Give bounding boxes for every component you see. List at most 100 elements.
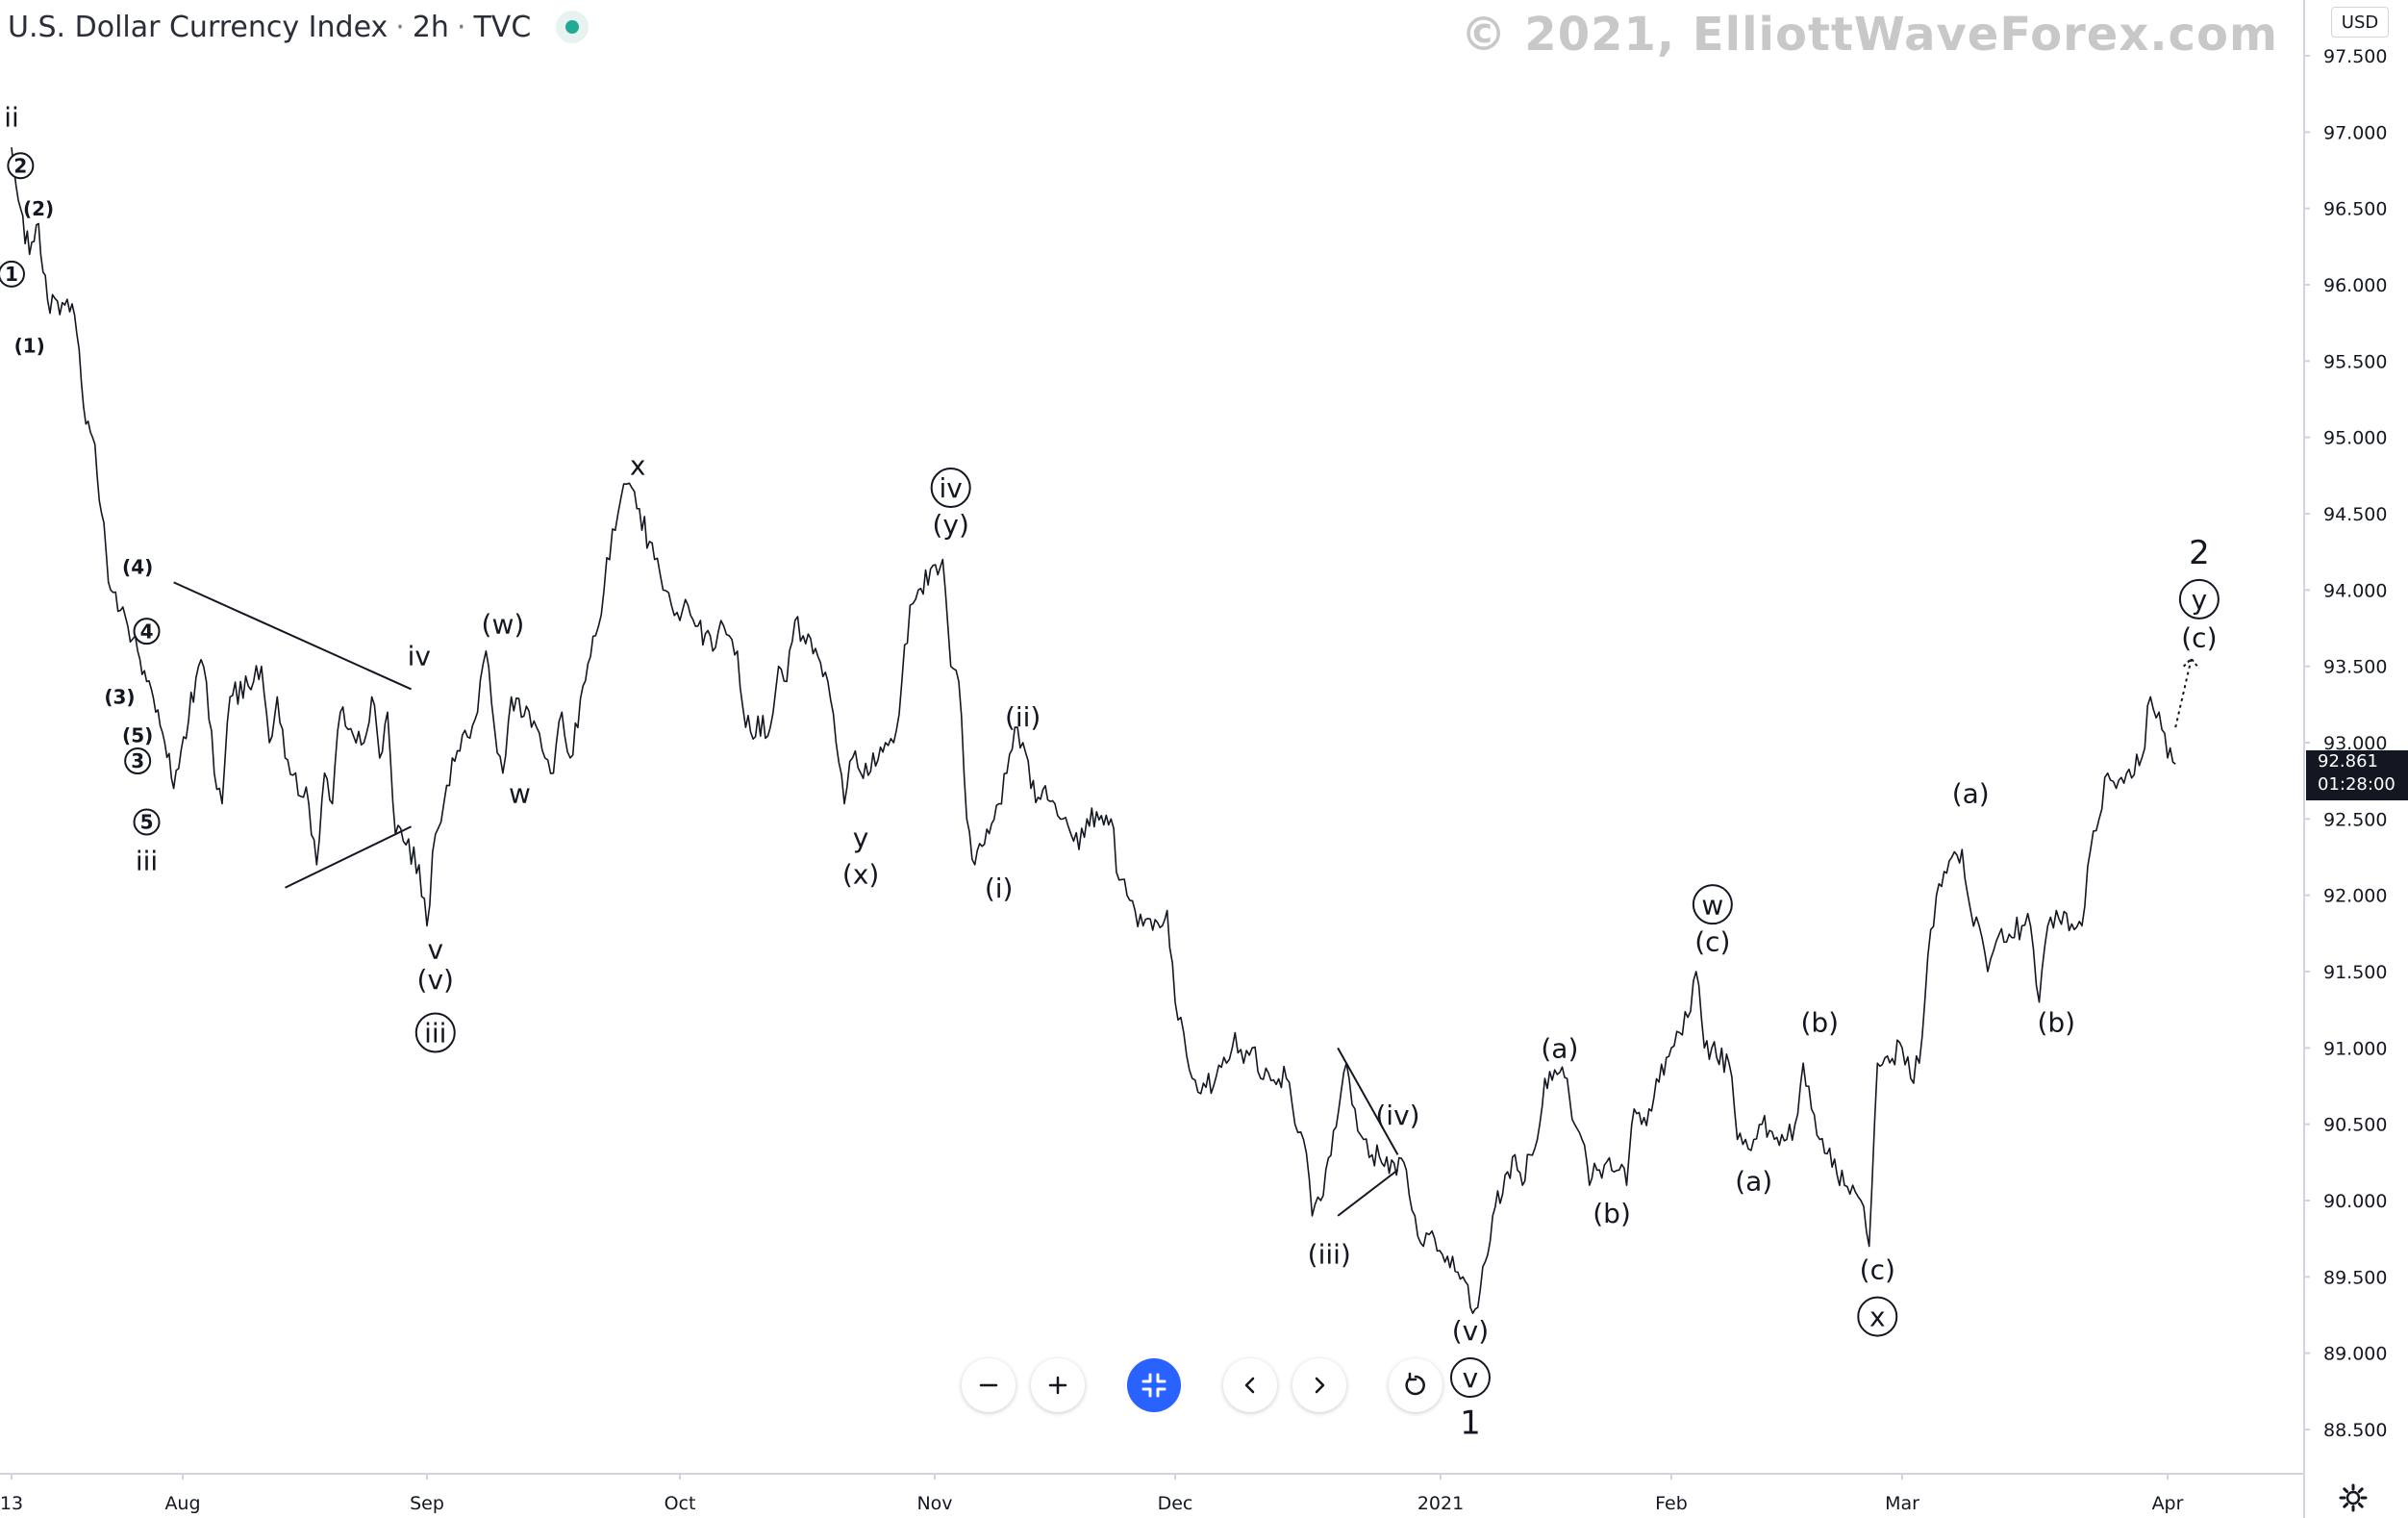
wave-label-text: x <box>630 449 646 481</box>
wave-label[interactable]: (x) <box>842 859 879 891</box>
price-tick-label: 91.500 <box>2323 962 2387 983</box>
wave-label[interactable]: (i) <box>985 873 1014 904</box>
wave-label-text: (a) <box>1735 1165 1772 1197</box>
copyright-watermark: © 2021, ElliottWaveForex.com <box>1460 8 2278 62</box>
wave-label[interactable]: (w) <box>482 608 525 640</box>
currency-badge[interactable]: USD <box>2331 7 2389 38</box>
price-tick-label: 96.500 <box>2323 199 2387 220</box>
price-tick-label: 91.000 <box>2323 1038 2387 1059</box>
wave-label-text: 2 <box>2189 534 2210 572</box>
wave-label-circle <box>0 260 25 288</box>
wave-label[interactable]: iv <box>408 641 431 672</box>
wave-label[interactable]: (a) <box>1735 1165 1772 1197</box>
wave-label[interactable]: (c) <box>1694 925 1730 957</box>
wave-label-circled[interactable]: 5 <box>133 808 161 836</box>
trendline[interactable] <box>285 825 413 889</box>
exchange-label: TVC <box>473 10 532 44</box>
wave-label-text: 5 <box>140 811 154 834</box>
zoom-in-button[interactable] <box>1031 1358 1085 1412</box>
settings-gear-icon[interactable] <box>2339 1483 2368 1512</box>
projection-arrow <box>2174 657 2200 728</box>
wave-label-circled[interactable]: 1 <box>0 260 25 288</box>
wave-label[interactable]: (ii) <box>1005 701 1041 733</box>
trendline[interactable] <box>1337 1169 1399 1217</box>
price-line <box>11 147 2176 1314</box>
wave-label-text: ii <box>4 102 19 134</box>
wave-label-circled[interactable]: 4 <box>133 618 161 645</box>
wave-label[interactable]: (iv) <box>1375 1100 1419 1131</box>
wave-label[interactable]: (5) <box>122 723 153 746</box>
wave-label[interactable]: (2) <box>23 197 54 220</box>
wave-label[interactable]: (v) <box>417 964 454 996</box>
wave-label[interactable]: y <box>853 822 869 853</box>
chevron-right-icon <box>1315 1377 1325 1394</box>
wave-label-circle <box>930 468 971 509</box>
wave-label-circled[interactable]: iv <box>930 468 971 509</box>
wave-label[interactable]: 2 <box>2189 534 2210 572</box>
time-axis[interactable]: 13 Aug Sep Oct Nov Dec 2021 Feb Mar Apr <box>0 1474 2184 1514</box>
zoom-out-button[interactable] <box>962 1358 1016 1412</box>
last-price-badge: 92.861 01:28:00 <box>2306 750 2408 800</box>
wave-label-circle <box>124 747 152 775</box>
symbol-header[interactable]: U.S. Dollar Currency Index · 2h · TVC <box>8 8 589 46</box>
wave-label-circled[interactable]: 3 <box>124 747 152 775</box>
wave-label-text: iii <box>136 845 158 876</box>
wave-label-text: (y) <box>932 509 968 541</box>
wave-label[interactable]: iii <box>136 845 158 876</box>
price-tick-label: 97.000 <box>2323 122 2387 143</box>
wave-label[interactable]: 1 <box>1460 1404 1481 1442</box>
trendline[interactable] <box>173 581 413 691</box>
wave-label-circle <box>414 1012 456 1053</box>
wave-label-text: w <box>1701 889 1723 921</box>
wave-label-text: (x) <box>842 859 879 891</box>
reset-scale-button[interactable] <box>1127 1358 1181 1412</box>
wave-label-circle <box>133 808 161 836</box>
wave-label-circled[interactable]: x <box>1857 1296 1898 1337</box>
price-tick-label: 95.000 <box>2323 428 2387 449</box>
wave-label-circled[interactable]: 2 <box>7 152 35 180</box>
wave-label[interactable]: (b) <box>1593 1198 1631 1229</box>
wave-label[interactable]: (4) <box>122 556 153 579</box>
trendline[interactable] <box>1337 1047 1399 1155</box>
wave-label-text: (4) <box>122 556 153 579</box>
wave-label[interactable]: (b) <box>1800 1006 1839 1038</box>
wave-label[interactable]: (a) <box>1541 1032 1578 1064</box>
wave-label[interactable]: (iii) <box>1308 1239 1351 1271</box>
scroll-right-button[interactable] <box>1292 1358 1346 1412</box>
time-tick-label: 2021 <box>1417 1493 1464 1514</box>
price-tick-label: 94.500 <box>2323 504 2387 525</box>
wave-label[interactable]: (c) <box>2181 622 2217 654</box>
wave-label[interactable]: ii <box>4 102 19 134</box>
wave-label[interactable]: (c) <box>1860 1253 1895 1285</box>
wave-label[interactable]: (a) <box>1952 777 1990 809</box>
symbol-name[interactable]: U.S. Dollar Currency Index <box>8 10 389 44</box>
reset-chart-button[interactable] <box>1389 1358 1442 1412</box>
market-status-icon[interactable] <box>556 11 589 43</box>
price-axis[interactable]: 97.500 97.000 96.500 96.000 95.500 95.000 94.5… <box>2304 46 2387 1441</box>
wave-label[interactable]: (1) <box>14 335 45 358</box>
projection-arrowhead <box>2182 657 2200 670</box>
interval-label[interactable]: 2h <box>412 10 449 44</box>
wave-label[interactable]: (v) <box>1452 1315 1489 1347</box>
wave-label-text: (a) <box>1541 1032 1578 1064</box>
scroll-left-button[interactable] <box>1223 1358 1277 1412</box>
wave-label-circled[interactable]: v <box>1449 1357 1491 1399</box>
wave-label-text: v <box>1463 1362 1479 1394</box>
wave-label[interactable]: (b) <box>2037 1006 2075 1038</box>
collapse-icon <box>1141 1373 1166 1398</box>
wave-label-circled[interactable]: iii <box>414 1012 456 1053</box>
wave-label-circled[interactable]: w <box>1692 884 1733 925</box>
wave-label[interactable]: v <box>427 933 443 965</box>
wave-label-text: v <box>427 933 443 965</box>
time-tick-label: Aug <box>164 1493 200 1514</box>
time-tick-label: Feb <box>1655 1493 1688 1514</box>
wave-label-text: x <box>1869 1302 1886 1333</box>
wave-label-text: y <box>2192 584 2208 616</box>
wave-label[interactable]: w <box>509 777 531 809</box>
wave-label-circled[interactable]: y <box>2178 578 2220 620</box>
wave-label[interactable]: (y) <box>932 509 968 541</box>
wave-label[interactable]: x <box>630 449 646 481</box>
wave-label-text: 2 <box>13 154 27 177</box>
wave-label[interactable]: (3) <box>104 686 135 709</box>
